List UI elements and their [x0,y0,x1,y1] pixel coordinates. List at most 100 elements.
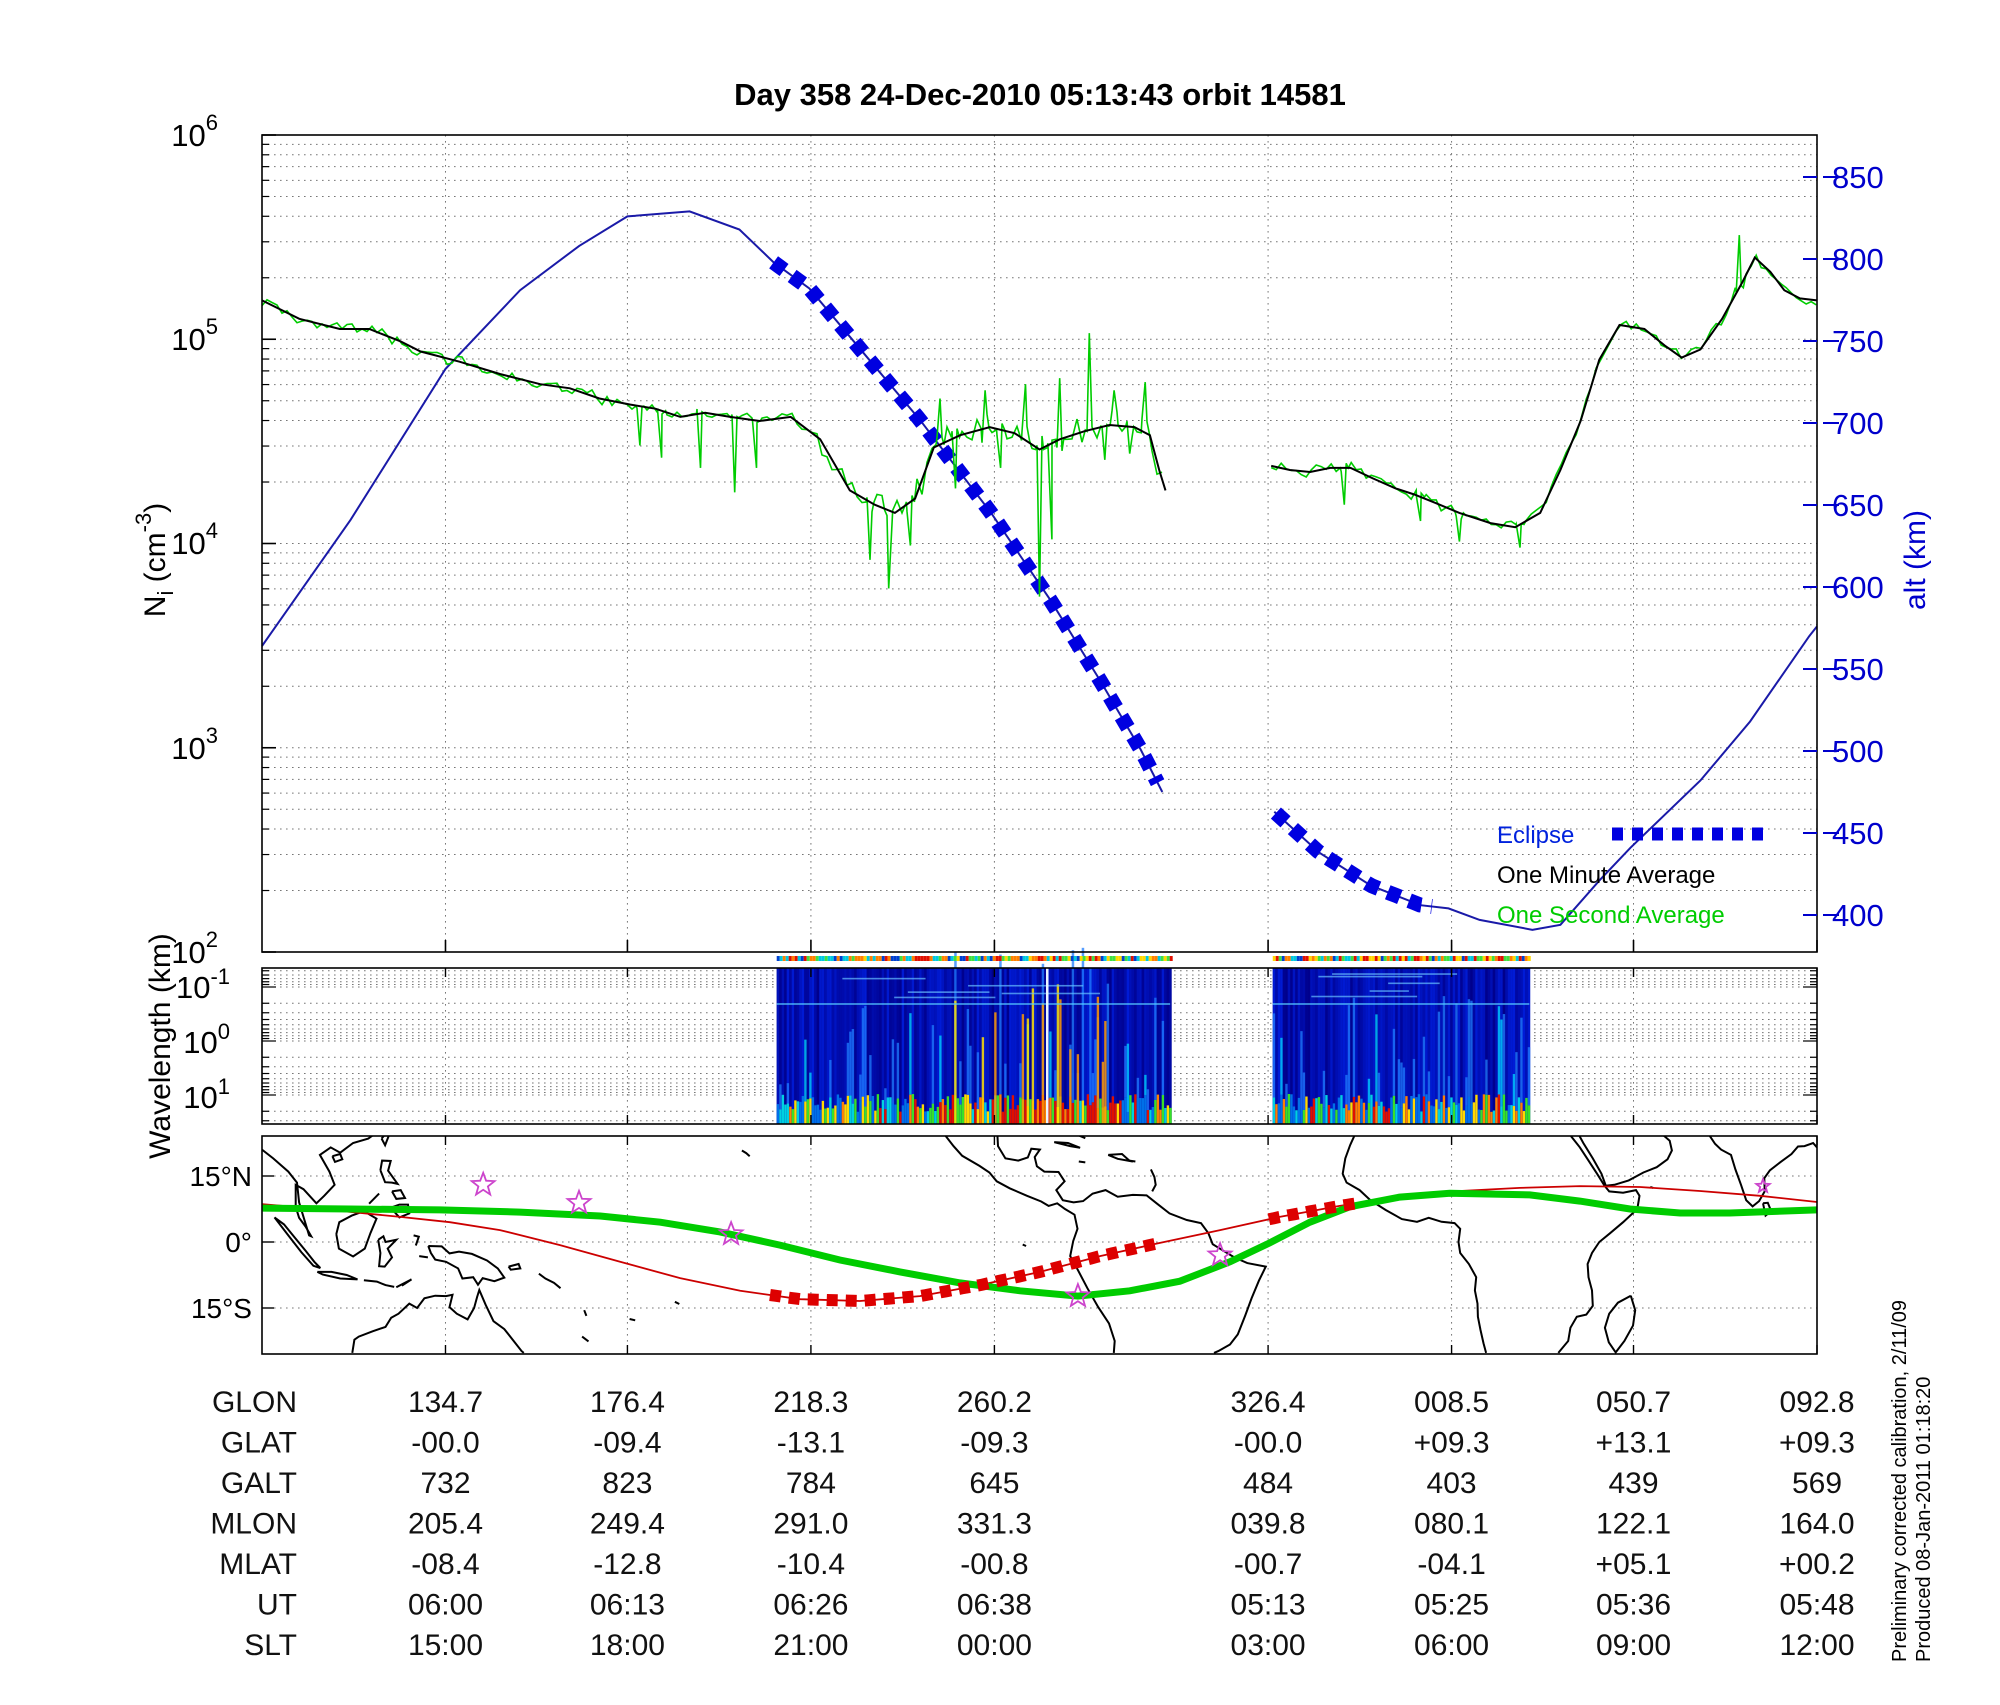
spectrogram-column [1335,968,1338,1124]
spectrogram-hot-band [1490,1111,1493,1124]
table-row-label-ut: UT [257,1589,297,1622]
spectrogram-column [984,968,987,1124]
spectrogram-hot-band [1412,1098,1416,1124]
spectrogram-hot-band [1071,1102,1075,1124]
spectrogram-hot-band [829,1097,832,1124]
overflow-strip [1404,956,1408,961]
spectrogram-column [1507,968,1511,1124]
spectrogram-plume [1076,1054,1080,1124]
overflow-strip [1007,956,1011,961]
spectrogram-hot-band [1507,1105,1511,1124]
coastline [262,1136,374,1239]
spectrogram-column [1380,968,1383,1124]
spectrogram-plume [1345,1074,1348,1105]
spectrogram-column [816,968,820,1124]
spectrogram-hot-band [866,1095,870,1124]
table-cell: 06:00 [408,1589,483,1622]
table-cell: 164.0 [1779,1508,1854,1541]
overflow-strip [1350,956,1354,961]
spectrogram-column [856,968,860,1124]
spectrogram-hot-band [1011,1095,1015,1124]
spectrogram-column [1397,968,1401,1124]
coastline [996,1136,1268,1354]
star-marker [1206,1240,1234,1268]
alt-axis-label: alt (km) [1899,510,1932,610]
coastline [944,1136,1116,1353]
overflow-strip [1320,956,1324,961]
overflow-strip [1166,956,1170,961]
spectrogram-column [1119,968,1122,1124]
eclipse-ground-dash [1267,1196,1364,1226]
legend-one-second-label: One Second Average [1497,902,1725,929]
overflow-strip [1341,956,1345,961]
spectrogram-plume [1146,1089,1150,1111]
overflow-strip [1067,956,1071,961]
spectrogram-hot-band [1477,1109,1481,1124]
table-cell: -00.7 [1234,1548,1302,1581]
spectrogram-hot-band [1106,1110,1110,1124]
spectrogram-hot-band [1362,1102,1366,1124]
spectrogram-column [826,968,830,1124]
overflow-strip [1524,956,1528,961]
overflow-strip [1308,956,1312,961]
spectrogram-hot-band [1054,1100,1057,1124]
table-row-label-glon: GLON [212,1386,297,1419]
spectrogram-streak [1272,1003,1530,1005]
coastline [538,1272,562,1289]
spectrogram-column [1134,968,1137,1124]
spectrogram-hot-band [1357,1095,1361,1124]
overflow-strip [1013,956,1017,961]
spectrogram-hot-band [1380,1101,1383,1124]
overflow-strip [1302,956,1306,961]
spectrogram-hot-band [1099,1098,1102,1124]
spectrogram-hot-band [846,1095,850,1124]
overflow-strip [1124,956,1128,961]
spectrogram-hot-band [1019,1097,1022,1124]
overflow-strip [776,956,780,961]
overflow-strip [1494,956,1498,961]
overflow-strip [1362,956,1366,961]
spectrogram-plume [1447,1076,1451,1108]
table-cell: 06:00 [1414,1629,1489,1662]
spectrogram-column [1295,968,1298,1124]
overflow-strip [833,956,837,961]
table-row-label-mlat: MLAT [219,1548,297,1581]
overflow-strip [872,956,876,961]
overflow-strip [1034,956,1038,961]
spectrogram-plume [1400,1062,1403,1108]
spectrogram-column [1475,968,1478,1124]
table-cell: 080.1 [1414,1508,1489,1541]
spectrogram-column [1355,968,1358,1124]
table-cell: -12.8 [593,1548,661,1581]
spectrogram-column [1111,968,1115,1124]
spectrogram-hot-band [791,1109,795,1124]
spectrogram-hot-band [779,1109,782,1124]
coastline [1341,1136,1488,1354]
spectrogram-plume [1512,1074,1516,1107]
spectrogram-plume [896,1042,900,1099]
overflow-strip [1088,956,1092,961]
overflow-strip [824,956,828,961]
spectrogram-column [781,968,785,1124]
spectrogram-plume [884,1088,887,1110]
table-cell: 569 [1792,1467,1842,1500]
overflow-strip [1413,956,1417,961]
spectrogram-column [1139,968,1142,1124]
spectrogram-column [819,968,822,1124]
coastline [380,1136,390,1148]
spectrogram-column [1427,968,1431,1124]
overflow-strip [1437,956,1441,961]
spectrogram-hot-band [874,1110,877,1124]
spectrogram-column [906,968,910,1124]
spectrogram-column [1159,968,1162,1124]
eclipse-dash-segment [1270,807,1433,914]
spectrogram-column [1275,968,1278,1124]
spectrogram-hot-band [1377,1105,1381,1124]
spectrogram-column [824,968,827,1124]
overflow-strip [1022,956,1026,961]
overflow-strip [1419,956,1423,961]
overflow-strip [842,956,846,961]
spectrogram-column [1337,968,1341,1124]
alt-tick-label: 400 [1832,898,1884,933]
